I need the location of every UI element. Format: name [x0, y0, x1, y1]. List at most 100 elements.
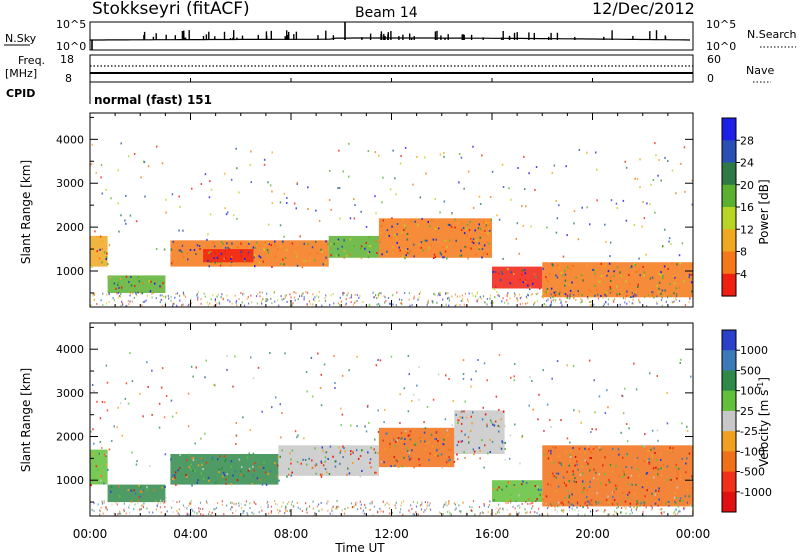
data-cell — [432, 301, 434, 304]
data-cell — [155, 248, 158, 250]
data-cell — [584, 447, 586, 450]
data-cell — [537, 488, 540, 491]
colorbar-segment — [722, 471, 736, 493]
data-cell — [584, 451, 586, 454]
data-cell — [120, 214, 122, 217]
data-cell — [501, 163, 504, 166]
data-cell — [413, 297, 415, 300]
data-cell — [91, 143, 93, 146]
data-cell — [105, 453, 107, 456]
data-cell — [235, 301, 237, 304]
data-cell — [232, 474, 234, 477]
data-cell — [390, 302, 392, 305]
data-cell — [634, 459, 636, 462]
data-cell — [568, 464, 570, 467]
data-cell — [642, 484, 645, 486]
data-cell — [604, 473, 606, 475]
data-cell — [656, 302, 658, 305]
data-cell — [529, 511, 531, 514]
data-cell — [264, 244, 267, 247]
data-cell — [453, 502, 455, 505]
data-cell — [636, 503, 638, 505]
data-cell — [557, 264, 559, 267]
data-cell — [498, 511, 500, 514]
data-cell — [105, 506, 107, 509]
data-cell — [660, 459, 662, 461]
data-cell — [198, 245, 201, 247]
data-cell — [368, 236, 370, 239]
data-cell — [656, 375, 658, 377]
data-cell — [524, 279, 527, 282]
data-cell — [396, 242, 398, 244]
data-cell — [608, 501, 610, 504]
data-cell — [545, 502, 547, 505]
data-cell — [565, 451, 567, 454]
data-cell — [675, 295, 678, 298]
data-cell — [620, 511, 623, 514]
data-cell — [554, 294, 557, 297]
data-cell — [507, 292, 509, 295]
data-cell — [546, 403, 549, 406]
data-cell — [560, 464, 563, 467]
data-cell — [348, 175, 350, 178]
data-cell — [556, 510, 558, 513]
data-cell — [586, 445, 589, 448]
data-cell — [379, 359, 382, 362]
data-cell — [377, 295, 380, 298]
data-cell — [305, 502, 307, 505]
data-cell — [197, 296, 199, 299]
data-cell — [435, 431, 438, 434]
data-cell — [175, 293, 177, 296]
data-cell — [306, 511, 308, 514]
data-cell — [368, 251, 371, 254]
data-cell — [278, 511, 280, 514]
data-cell — [406, 238, 408, 241]
data-cell — [626, 440, 629, 443]
data-cell — [283, 298, 285, 300]
data-cell — [557, 501, 560, 504]
data-cell — [375, 364, 378, 367]
data-cell — [568, 496, 570, 499]
data-cell — [586, 464, 589, 467]
data-cell — [536, 498, 538, 501]
data-cell — [205, 500, 207, 503]
data-cell — [654, 211, 656, 214]
data-cell — [588, 289, 590, 292]
data-cell — [343, 447, 345, 450]
data-cell — [649, 372, 651, 375]
data-cell — [514, 423, 516, 426]
data-cell — [359, 455, 362, 457]
data-cell — [314, 512, 316, 514]
data-cell — [238, 191, 240, 194]
data-cell — [459, 254, 461, 257]
data-cell — [208, 265, 210, 268]
data-cell — [255, 295, 258, 298]
data-cell — [616, 503, 618, 505]
data-cell — [501, 272, 504, 275]
data-cell — [246, 245, 249, 248]
data-cell — [625, 512, 627, 515]
data-cell — [376, 252, 378, 254]
data-cell — [297, 434, 299, 437]
data-cell — [207, 259, 209, 262]
data-cell — [110, 490, 112, 493]
data-cell — [354, 501, 357, 504]
data-cell — [226, 473, 228, 476]
data-cell — [576, 501, 579, 504]
data-cell — [361, 470, 363, 472]
data-cell — [472, 500, 475, 503]
data-cell — [567, 490, 569, 493]
data-cell — [598, 473, 600, 476]
data-cell — [464, 433, 466, 436]
data-cell — [151, 369, 153, 372]
data-cell — [662, 245, 664, 247]
data-cell — [155, 145, 158, 148]
data-cell — [677, 512, 679, 515]
data-cell — [187, 304, 189, 307]
data-cell — [100, 299, 102, 302]
data-cell — [434, 197, 436, 200]
data-cell — [432, 300, 434, 303]
data-cell — [294, 251, 297, 254]
data-cell — [555, 291, 557, 294]
data-cell — [192, 457, 195, 460]
